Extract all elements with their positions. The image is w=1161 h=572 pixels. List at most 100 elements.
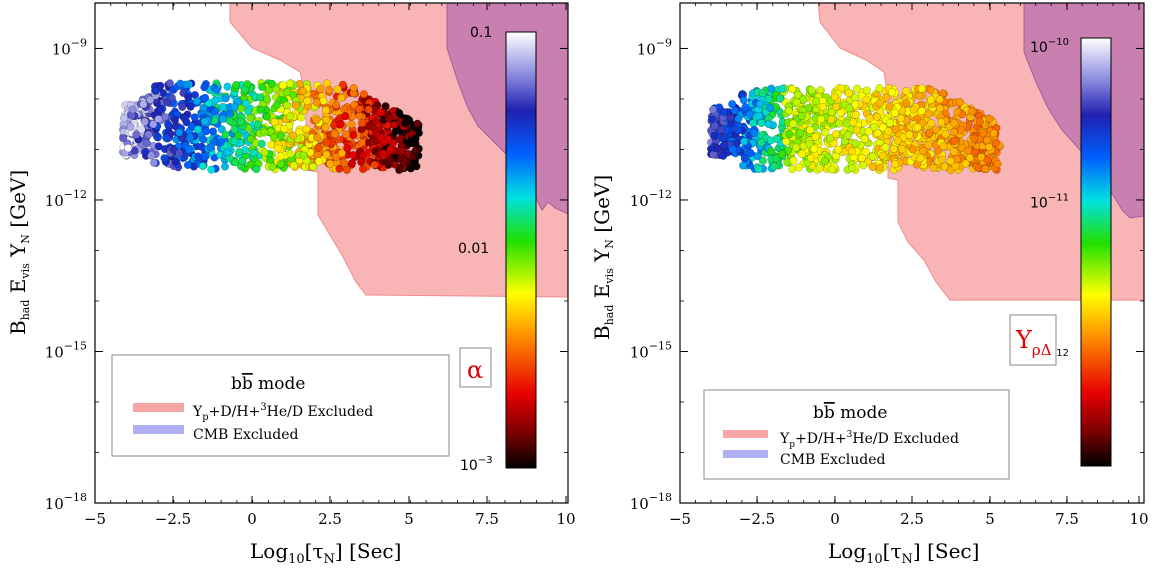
scatter-point bbox=[917, 84, 926, 93]
scatter-point bbox=[716, 125, 725, 134]
scatter-point bbox=[975, 117, 984, 126]
scatter-point bbox=[741, 103, 750, 112]
scatter-point bbox=[917, 106, 926, 116]
colorbar-right bbox=[1080, 37, 1112, 467]
scatter-point bbox=[332, 152, 341, 161]
ytick-label: 10−12 bbox=[45, 188, 87, 210]
scatter-point bbox=[176, 79, 185, 88]
scatter-point bbox=[316, 84, 325, 93]
scatter-point bbox=[342, 130, 351, 139]
scatter-point bbox=[357, 118, 366, 128]
scatter-point bbox=[791, 143, 801, 152]
scatter-point bbox=[878, 151, 887, 160]
scatter-point bbox=[147, 151, 156, 160]
scatter-point bbox=[937, 155, 946, 164]
scatter-point bbox=[878, 123, 888, 132]
scatter-point bbox=[831, 130, 840, 139]
scatter-point bbox=[834, 119, 844, 128]
scatter-point bbox=[788, 84, 797, 94]
scatter-point bbox=[207, 165, 216, 174]
scatter-point bbox=[853, 84, 862, 93]
scatter-point bbox=[379, 137, 388, 146]
scatter-point bbox=[709, 105, 718, 114]
scatter-point bbox=[971, 148, 980, 157]
scatter-point bbox=[816, 115, 826, 124]
scatter-point bbox=[939, 142, 948, 151]
colorbar-label-top-left: 0.1 bbox=[470, 25, 492, 41]
scatter-point bbox=[325, 159, 335, 168]
scatter-point bbox=[313, 133, 322, 142]
scatter-point bbox=[815, 164, 824, 173]
scatter-point bbox=[940, 162, 949, 171]
scatter-point bbox=[826, 134, 835, 143]
scatter-point bbox=[223, 148, 232, 157]
scatter-point bbox=[753, 152, 762, 161]
scatter-point bbox=[913, 114, 922, 123]
scatter-point bbox=[347, 120, 356, 129]
scatter-point bbox=[950, 128, 959, 137]
scatter-point bbox=[745, 110, 755, 119]
scatter-point bbox=[719, 108, 728, 117]
scatter-point bbox=[246, 160, 255, 169]
scatter-point bbox=[322, 150, 331, 159]
scatter-point bbox=[143, 139, 152, 148]
scatter-point bbox=[347, 159, 357, 168]
scatter-point bbox=[137, 125, 146, 134]
scatter-point bbox=[169, 145, 178, 154]
scatter-point bbox=[926, 95, 936, 104]
scatter-point bbox=[881, 143, 890, 152]
scatter-point bbox=[286, 112, 295, 121]
scatter-point bbox=[925, 128, 934, 137]
scatter-point bbox=[916, 153, 925, 162]
scatter-point bbox=[888, 88, 897, 97]
xtick-label: 7.5 bbox=[475, 510, 499, 528]
scatter-point bbox=[206, 143, 215, 152]
alpha-badge-box bbox=[459, 347, 492, 388]
scatter-point bbox=[338, 80, 348, 89]
scatter-point bbox=[965, 153, 974, 162]
scatter-point bbox=[286, 149, 295, 158]
xtick-label: 5 bbox=[985, 510, 995, 528]
scatter-point bbox=[851, 100, 860, 109]
scatter-point bbox=[230, 125, 239, 134]
scatter-point bbox=[953, 107, 962, 116]
scatter-point bbox=[977, 153, 986, 162]
scatter-point bbox=[885, 102, 894, 111]
scatter-point bbox=[208, 127, 218, 136]
scatter-point bbox=[236, 117, 245, 126]
scatter-point bbox=[381, 102, 390, 111]
scatter-point bbox=[784, 106, 793, 115]
scatter-point bbox=[199, 135, 208, 144]
scatter-point bbox=[336, 120, 345, 129]
scatter-point bbox=[156, 81, 165, 90]
scatter-point bbox=[126, 122, 135, 131]
scatter-point bbox=[406, 164, 415, 173]
scatter-point bbox=[268, 162, 277, 171]
scatter-point bbox=[789, 119, 798, 128]
scatter-point bbox=[354, 104, 363, 114]
scatter-point bbox=[263, 95, 272, 104]
scatter-point bbox=[355, 111, 364, 120]
scatter-point bbox=[372, 117, 381, 126]
scatter-point bbox=[171, 157, 180, 166]
scatter-point bbox=[849, 118, 858, 127]
scatter-point bbox=[926, 85, 935, 94]
colorbar-label-bottom-left: 10−3 bbox=[460, 455, 493, 474]
scatter-point bbox=[897, 145, 907, 154]
scatter-point bbox=[395, 109, 404, 118]
scatter-point bbox=[372, 129, 381, 138]
scatter-point bbox=[991, 138, 1000, 147]
scatter-point bbox=[757, 118, 766, 128]
scatter-point bbox=[242, 99, 251, 108]
scatter-point bbox=[889, 144, 898, 153]
scatter-point bbox=[386, 145, 395, 154]
scatter-point bbox=[772, 154, 781, 163]
scatter-point bbox=[983, 136, 992, 145]
scatter-point bbox=[269, 133, 278, 142]
scatter-point bbox=[764, 119, 773, 129]
scatter-point bbox=[891, 159, 900, 169]
scatter-point bbox=[302, 124, 311, 133]
scatter-point bbox=[924, 109, 933, 118]
scatter-point bbox=[730, 106, 739, 115]
scatter-point bbox=[919, 147, 928, 156]
